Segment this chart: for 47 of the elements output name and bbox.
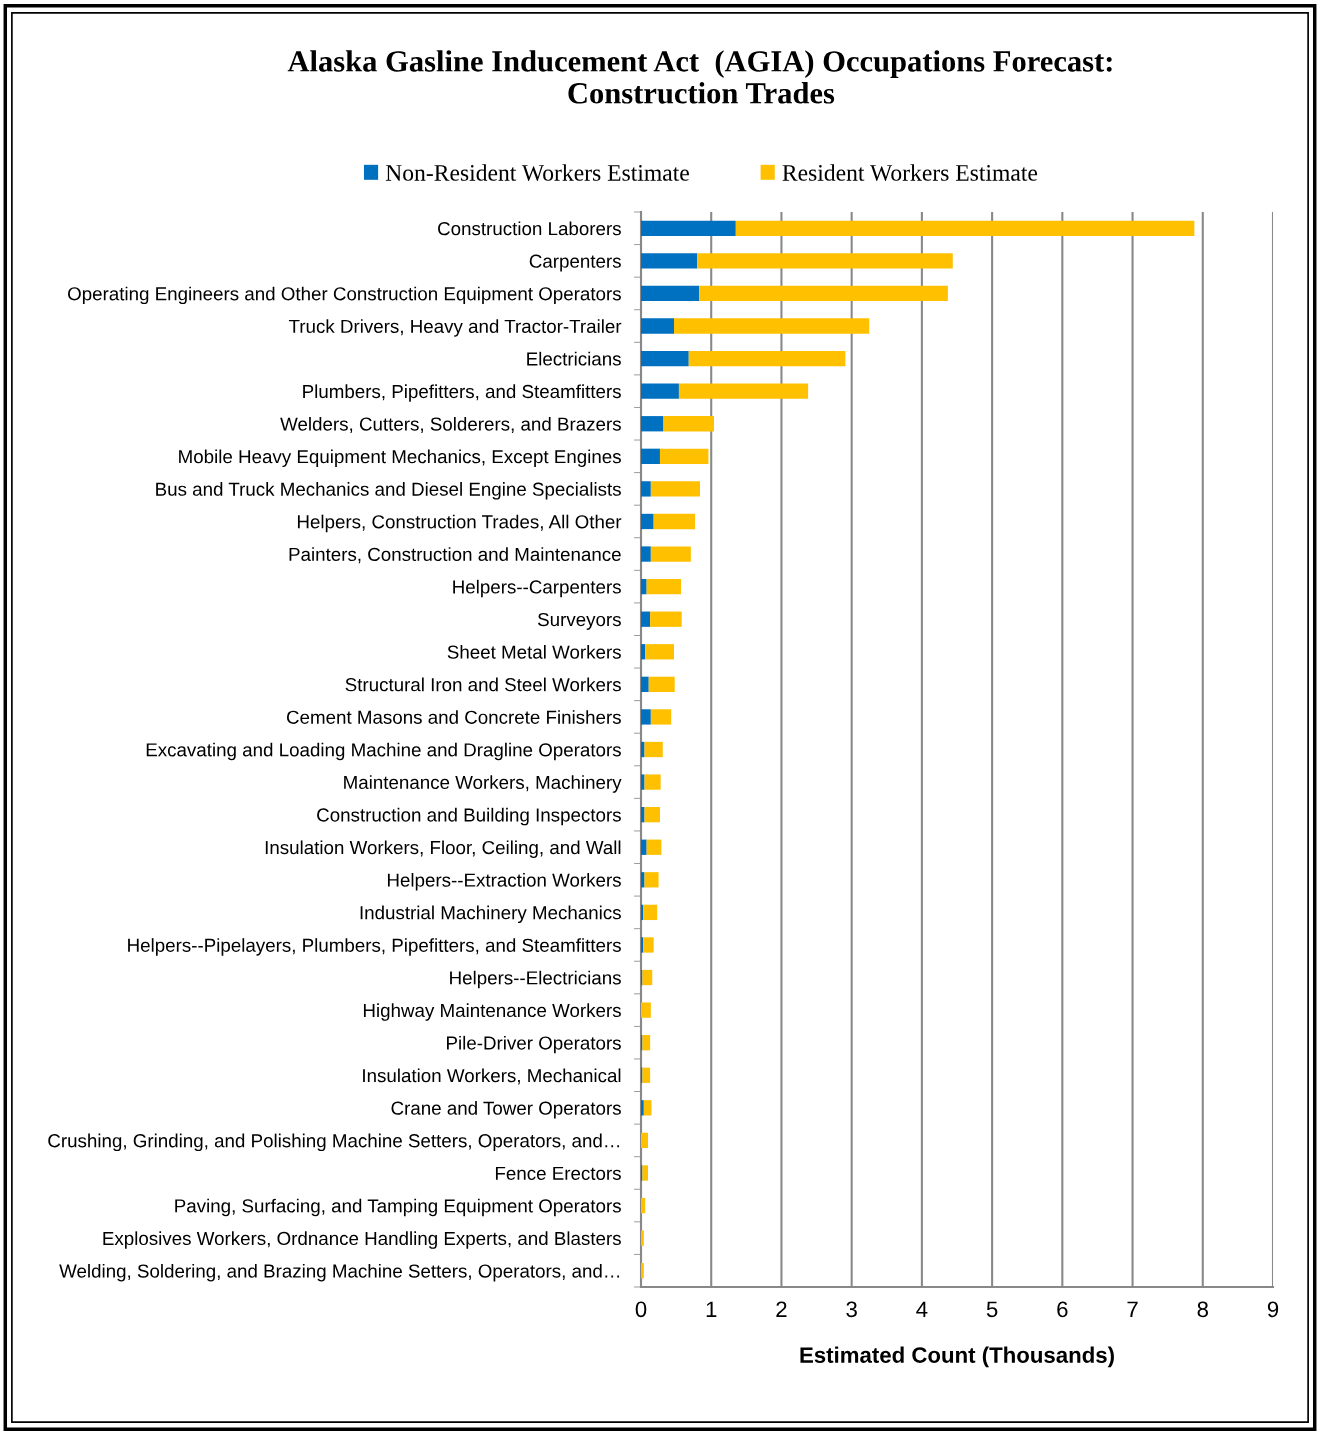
y-tick-label: Carpenters	[529, 254, 621, 272]
y-tick-label: Bus and Truck Mechanics and Diesel Engine Specialists	[156, 482, 621, 500]
y-tick-label: Maintenance Workers, Machinery	[344, 775, 622, 793]
y-tick-label: Paving, Surfacing, and Tamping Equipment Operators	[175, 1198, 621, 1217]
y-tick-label: Insulation Workers, Floor, Ceiling, and Wall	[265, 840, 621, 858]
x-tick-label: 5	[986, 1301, 998, 1318]
y-tick-label: Welding, Soldering, and Brazing Machine Setters, Operators, and…	[59, 1263, 620, 1282]
y-tick-label: Plumbers, Pipefitters, and Steamfitters	[303, 384, 621, 402]
y-tick-label: Welders, Cutters, Solderers, and Brazers	[280, 416, 621, 433]
x-tick-label: 9	[1267, 1301, 1279, 1318]
y-tick-label: Cement Masons and Concrete Finishers	[286, 710, 621, 724]
y-tick-label: Electricians	[527, 351, 621, 366]
y-tick-label: Helpers, Construction Trades, All Other	[297, 514, 622, 533]
y-tick-label: Helpers--Extraction Workers	[387, 873, 621, 891]
y-tick-label: Crane and Tower Operators	[391, 1101, 621, 1119]
y-tick-label: Painters, Construction and Maintenance	[289, 547, 621, 564]
y-tick-label: Explosives Workers, Ordnance Handling Experts, and Blasters	[103, 1231, 621, 1249]
y-tick-label: Mobile Heavy Equipment Mechanics, Except Engines	[179, 449, 621, 467]
y-tick-label: Helpers--Electricians	[450, 970, 621, 989]
x-tick-label: 6	[1057, 1301, 1068, 1318]
legend-label: Non-Resident Workers Estimate	[385, 164, 689, 181]
x-axis-title: Estimated Count (Thousands)	[800, 1346, 1114, 1368]
x-tick-label: 3	[846, 1301, 857, 1318]
y-tick-label: Truck Drivers, Heavy and Tractor-Trailer	[288, 319, 622, 337]
x-tick-label: 1	[706, 1301, 717, 1317]
y-tick-label: Crushing, Grinding, and Polishing Machine Setters, Operators, and…	[48, 1133, 620, 1152]
y-tick-label: Construction and Building Inspectors	[317, 807, 621, 826]
x-tick-label: 0	[635, 1301, 647, 1318]
y-tick-label: Operating Engineers and Other Construction Equipment Operators	[68, 286, 621, 305]
x-tick-label: 4	[916, 1301, 928, 1317]
y-tick-label: Highway Maintenance Workers	[363, 1003, 621, 1021]
y-tick-label: Sheet Metal Workers	[447, 644, 621, 659]
x-tick-label: 8	[1197, 1301, 1208, 1318]
chart-title: Alaska Gasline Inducement Act (AGIA) Occupations Forecast: Construction Trades	[287, 50, 1112, 104]
x-tick-label: 2	[776, 1301, 787, 1317]
y-tick-label: Structural Iron and Steel Workers	[345, 677, 621, 692]
y-tick-label: Construction Laborers	[438, 221, 621, 236]
y-tick-label: Excavating and Loading Machine and Dragline Operators	[146, 742, 621, 761]
legend-label: Resident Workers Estimate	[782, 164, 1038, 181]
y-tick-label: Industrial Machinery Mechanics	[360, 905, 621, 924]
y-tick-label: Helpers--Carpenters	[453, 579, 621, 598]
y-tick-label: Helpers--Pipelayers, Plumbers, Pipefitters, and Steamfitters	[128, 938, 621, 956]
x-tick-label: 7	[1127, 1301, 1138, 1317]
y-tick-label: Surveyors	[538, 612, 621, 630]
y-tick-label: Pile-Driver Operators	[447, 1035, 621, 1054]
y-tick-label: Insulation Workers, Mechanical	[363, 1068, 621, 1085]
y-tick-label: Fence Erectors	[495, 1166, 621, 1180]
